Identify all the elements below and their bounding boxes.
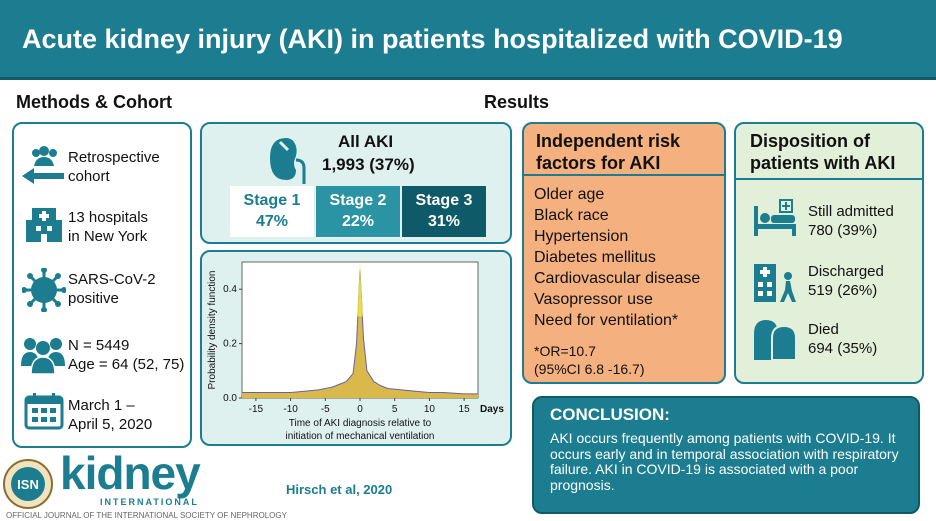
- hospital-icon: [24, 204, 64, 244]
- aki-count: 1,993 (37%): [322, 155, 415, 174]
- risk-item: Hypertension: [534, 228, 629, 245]
- discharge-icon: [752, 258, 798, 304]
- title-banner: [0, 0, 936, 80]
- density-chart-panel: -15 -10 -5 0 5 10 15 Days 0.0 0.2 0.4 Probability d…: [200, 250, 512, 446]
- x-tick-label: 15: [459, 404, 471, 415]
- kidney-logo-sub: INTERNATIONAL: [100, 497, 199, 507]
- methods-panel: Retrospective cohort 13 hospitals in New Y…: [12, 122, 192, 448]
- risk-item: Need for ventilation*: [534, 312, 679, 329]
- results-heading: Results: [484, 92, 550, 112]
- density-peak: [357, 262, 363, 317]
- methods-item-5: March 1 – April 5, 2020: [68, 397, 153, 433]
- stage-3-box: Stage 3 31%: [402, 186, 486, 237]
- risk-item: Black race: [534, 207, 609, 224]
- kidney-logo: kidney: [60, 447, 201, 499]
- risk-item: Diabetes mellitus: [534, 249, 656, 266]
- x-tick-label: -15: [249, 404, 264, 415]
- x-tick-label: 10: [424, 404, 436, 415]
- risk-heading: Independent risk factors for AKI: [536, 131, 681, 173]
- x-unit-label: Days: [480, 404, 504, 415]
- density-area: [242, 270, 478, 398]
- died-icon: [752, 316, 798, 362]
- disposition-panel: Disposition of patients with AKI Still ad…: [734, 122, 924, 384]
- people-arrow-icon: [20, 144, 66, 186]
- y-tick-label: 0.2: [223, 339, 237, 350]
- journal-line: OFFICIAL JOURNAL OF THE INTERNATIONAL SO…: [6, 511, 287, 520]
- risk-heading-box: Independent risk factors for AKI: [524, 124, 724, 176]
- virus-icon: [21, 267, 67, 313]
- conclusion-text: AKI occurs frequently among patients wit…: [550, 430, 899, 493]
- y-tick-label: 0.0: [223, 393, 237, 404]
- x-axis-label-line1: Time of AKI diagnosis relative to: [289, 418, 432, 429]
- y-axis-label: Probability density function: [207, 271, 218, 390]
- disposition-heading: Disposition of patients with AKI: [750, 131, 896, 173]
- disposition-item-admitted: Still admitted 780 (39%): [808, 203, 894, 239]
- seal-text: ISN: [17, 477, 39, 492]
- risk-footnote: *OR=10.7 (95%CI 6.8 -16.7): [534, 343, 645, 377]
- disposition-heading-box: Disposition of patients with AKI: [736, 124, 922, 180]
- x-axis-label-line2: initiation of mechanical ventilation: [286, 431, 435, 442]
- conclusion-heading: CONCLUSION:: [550, 405, 670, 424]
- x-tick-label: 0: [357, 404, 363, 415]
- methods-heading: Methods & Cohort: [16, 92, 172, 112]
- methods-item-1: Retrospective cohort: [68, 149, 160, 185]
- y-tick-label: 0.4: [223, 284, 237, 295]
- x-tick-label: -10: [283, 404, 298, 415]
- citation: Hirsch et al, 2020: [286, 482, 393, 497]
- hospital-bed-icon: [752, 198, 798, 238]
- page-title: Acute kidney injury (AKI) in patients ho…: [22, 24, 843, 54]
- disposition-item-discharged: Discharged 519 (26%): [808, 263, 884, 299]
- x-tick-label: -5: [321, 404, 330, 415]
- density-chart: -15 -10 -5 0 5 10 15 Days 0.0 0.2 0.4 Probability d…: [207, 261, 504, 442]
- risk-list: Older age Black race Hypertension Diabet…: [534, 184, 700, 331]
- isn-seal: ISN: [2, 458, 54, 510]
- disposition-item-died: Died 694 (35%): [808, 321, 878, 357]
- stage-1-box: Stage 1 47%: [230, 186, 314, 237]
- x-tick-label: 5: [392, 404, 398, 415]
- risk-item: Cardiovascular disease: [534, 270, 701, 287]
- aki-label: All AKI: [338, 132, 394, 151]
- conclusion-panel: CONCLUSION: AKI occurs frequently among …: [532, 396, 920, 514]
- methods-item-2: 13 hospitals in New York: [68, 209, 149, 245]
- methods-item-3: SARS-CoV-2 positive: [68, 271, 156, 307]
- methods-item-4: N = 5449 Age = 64 (52, 75): [68, 337, 185, 373]
- patients-icon: [20, 334, 66, 375]
- risk-item: Older age: [534, 186, 605, 203]
- calendar-icon: [24, 392, 64, 430]
- aki-panel: All AKI 1,993 (37%) Stage 1 47% Stage 2 22…: [200, 122, 512, 244]
- stage-2-box: Stage 2 22%: [316, 186, 400, 237]
- risk-item: Vasopressor use: [534, 291, 653, 308]
- kidney-icon: [266, 134, 312, 186]
- risk-factors-panel: Independent risk factors for AKI Older ag…: [522, 122, 726, 384]
